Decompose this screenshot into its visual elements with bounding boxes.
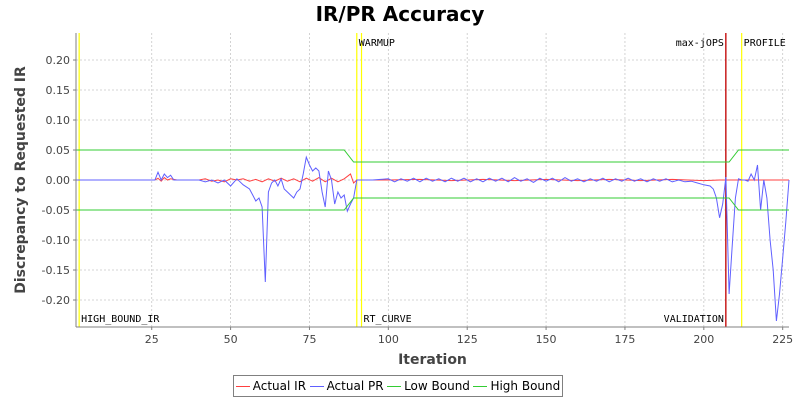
x-tick-label: 25 — [145, 333, 159, 346]
chart-legend: Actual IR Actual PR Low Bound High Bound — [233, 375, 563, 397]
y-tick-label: 0.05 — [46, 144, 71, 157]
x-tick-label: 225 — [772, 333, 793, 346]
y-tick-label: 0.20 — [46, 54, 71, 67]
series-line — [76, 149, 789, 163]
legend-item: Low Bound — [387, 379, 470, 393]
marker-label: RT_CURVE — [364, 314, 412, 325]
y-tick-label: 0.00 — [46, 174, 71, 187]
chart-title: IR/PR Accuracy — [315, 2, 485, 26]
legend-item: Actual PR — [309, 379, 384, 393]
legend-item: High Bound — [473, 379, 560, 393]
legend-swatch — [309, 385, 324, 387]
marker-label: max-jOPS — [676, 38, 724, 49]
legend-swatch — [235, 385, 250, 387]
x-tick-label: 75 — [302, 333, 316, 346]
y-tick-label: -0.15 — [42, 264, 70, 277]
x-tick-label: 125 — [457, 333, 478, 346]
y-tick-label: 0.15 — [46, 84, 71, 97]
legend-label: High Bound — [490, 379, 561, 393]
y-axis-label: Discrepancy to Requested IR — [13, 66, 29, 294]
x-tick-label: 175 — [614, 333, 635, 346]
x-tick-label: 150 — [536, 333, 557, 346]
legend-label: Low Bound — [404, 379, 470, 393]
legend-label: Actual IR — [252, 379, 307, 393]
y-tick-label: -0.10 — [42, 234, 70, 247]
legend-label: Actual PR — [326, 379, 384, 393]
x-tick-label: 50 — [224, 333, 238, 346]
y-tick-label: 0.10 — [46, 114, 71, 127]
legend-item: Actual IR — [235, 379, 307, 393]
marker-label: VALIDATION — [664, 314, 724, 325]
legend-swatch — [473, 385, 488, 387]
x-tick-label: 100 — [378, 333, 399, 346]
marker-label: PROFILE — [744, 38, 786, 49]
x-axis-label: Iteration — [398, 352, 467, 368]
legend-swatch — [387, 385, 402, 387]
marker-label: HIGH_BOUND_IR — [81, 314, 160, 325]
series-line — [76, 155, 790, 322]
series-line — [76, 197, 789, 211]
y-tick-label: -0.20 — [42, 294, 70, 307]
marker-label: WARMUP — [359, 38, 395, 49]
y-tick-label: -0.05 — [42, 204, 70, 217]
x-tick-label: 200 — [693, 333, 714, 346]
